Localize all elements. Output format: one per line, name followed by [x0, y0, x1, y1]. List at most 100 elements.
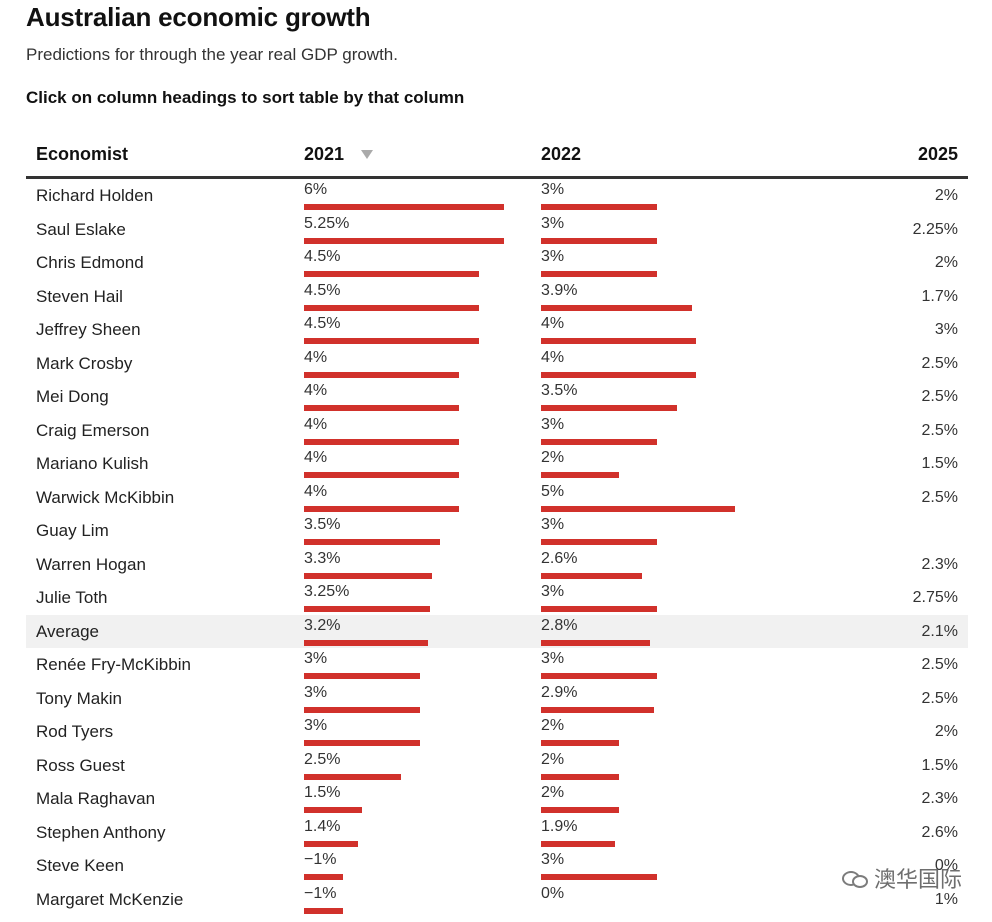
bar-2021: [304, 405, 460, 411]
column-header-2022[interactable]: 2022: [541, 144, 582, 164]
bar-2021: [304, 304, 479, 311]
economist-name: Mariano Kulish: [36, 454, 149, 473]
bar-2021: [304, 673, 421, 679]
value-label-2025: 0%: [934, 857, 958, 874]
value-label-2025: 1.5%: [921, 455, 958, 472]
value-label-2022: 0%: [541, 884, 565, 902]
value-label-2022: 3.9%: [541, 281, 578, 299]
value-label-2022: 2.9%: [541, 683, 578, 701]
bar-2021: [304, 438, 460, 445]
value-label-2021: 3.5%: [304, 516, 341, 533]
watermark-text: 澳华国际: [873, 867, 962, 892]
bar-2022: [541, 338, 697, 344]
value-label-2025: 2.6%: [921, 823, 958, 841]
value-label-2022: 3%: [541, 583, 565, 600]
value-label-2021: 1.5%: [304, 784, 341, 801]
value-label-2021: 5.25%: [304, 214, 350, 232]
value-label-2021: 3.25%: [304, 583, 350, 600]
bar-2021: [304, 907, 343, 914]
value-label-2022: 3%: [541, 248, 565, 265]
bar-2021: [304, 874, 343, 880]
table-body: Richard Holden 6% 3% 2% Saul Eslake 5.25% 3% 2.…: [26, 179, 968, 916]
value-label-2021: 4.5%: [304, 315, 341, 332]
table-row: Saul Eslake 5.25% 3% 2.25%: [26, 213, 968, 247]
table-row: Rod Tyers 3% 2% 2%: [26, 715, 968, 749]
value-label-2021: 4%: [304, 348, 328, 366]
value-label-2025: 2.3%: [921, 555, 958, 573]
economist-name: Renée Fry-McKibbin: [36, 655, 191, 674]
value-label-2021: −1%: [304, 851, 337, 868]
bar-2022: [541, 606, 658, 612]
bar-2021: [304, 773, 401, 780]
value-label-2021: 4%: [304, 415, 328, 433]
column-header-2025[interactable]: 2025: [917, 144, 958, 164]
bar-2021: [304, 371, 460, 378]
value-label-2022: 3%: [541, 516, 565, 533]
column-header-economist[interactable]: Economist: [36, 144, 129, 164]
economist-name: Margaret McKenzie: [36, 889, 184, 909]
value-label-2021: 2.5%: [304, 750, 341, 768]
value-label-2022: 2%: [541, 750, 565, 768]
value-label-2022: 2%: [541, 717, 565, 734]
value-label-2025: 2.75%: [912, 589, 958, 606]
value-label-2022: 3%: [541, 181, 565, 198]
value-label-2022: 3.5%: [541, 382, 578, 399]
bar-2021: [304, 338, 479, 344]
table-row: Margaret McKenzie −1% 0% 1%: [26, 883, 968, 917]
value-label-2025: 2%: [934, 254, 958, 271]
bar-2022: [541, 840, 615, 847]
bar-2022: [541, 807, 619, 813]
value-label-2022: 4%: [541, 315, 565, 332]
bar-2021: [304, 237, 504, 244]
value-label-2021: 4%: [304, 382, 328, 399]
triangle-down-icon[interactable]: [361, 150, 373, 159]
bar-2022: [541, 271, 658, 277]
value-label-2022: 3%: [541, 214, 565, 232]
value-label-2022: 1.9%: [541, 817, 578, 835]
bar-2022: [541, 740, 619, 746]
page-subtitle: Predictions for through the year real GD…: [26, 45, 398, 64]
economist-name: Rod Tyers: [36, 722, 114, 741]
value-label-2022: 5%: [541, 482, 565, 500]
value-label-2025: 2%: [934, 723, 958, 740]
value-label-2022: 2%: [541, 784, 565, 801]
economist-name: Mala Raghavan: [36, 789, 156, 808]
bar-2022: [541, 304, 693, 311]
value-label-2021: 3%: [304, 683, 328, 701]
economist-name: Average: [36, 621, 100, 641]
economist-name: Mei Dong: [36, 387, 109, 406]
bar-2022: [541, 874, 658, 880]
value-label-2025: 3%: [934, 321, 958, 338]
value-label-2021: 6%: [304, 181, 328, 198]
bar-2021: [304, 706, 421, 713]
bar-2022: [541, 505, 735, 512]
bar-2021: [304, 204, 504, 210]
economist-name: Tony Makin: [36, 688, 122, 708]
value-label-2021: 3%: [304, 650, 328, 667]
value-label-2025: 2%: [934, 187, 958, 204]
value-label-2025: 2.25%: [912, 220, 958, 238]
table-row: Stephen Anthony 1.4% 1.9% 2.6%: [26, 816, 968, 850]
value-label-2025: 2.5%: [921, 421, 958, 439]
economist-name: Ross Guest: [36, 755, 125, 775]
economist-name: Mark Crosby: [36, 353, 133, 373]
bar-2021: [304, 505, 460, 512]
value-label-2025: 2.1%: [921, 622, 958, 640]
table-row: Jeffrey Sheen 4.5% 4% 3%: [26, 313, 968, 347]
column-header-2021[interactable]: 2021: [304, 144, 345, 164]
bar-2021: [304, 271, 479, 277]
value-label-2025: 1.5%: [921, 756, 958, 774]
value-label-2021: 1.4%: [304, 817, 341, 835]
table-row: Craig Emerson 4% 3% 2.5%: [26, 414, 968, 448]
forecast-table: Economist 2021 2022 2025 Richard Holden 6…: [26, 136, 968, 916]
table-row: Steve Keen −1% 3% 0%: [26, 849, 968, 883]
table-row: Chris Edmond 4.5% 3% 2%: [26, 246, 968, 280]
page-title: Australian economic growth: [26, 2, 371, 32]
bar-2022: [541, 639, 650, 646]
bar-2021: [304, 539, 440, 545]
economist-name: Richard Holden: [36, 186, 154, 205]
table-row: Warren Hogan 3.3% 2.6% 2.3%: [26, 548, 968, 582]
table-row: Tony Makin 3% 2.9% 2.5%: [26, 682, 968, 716]
bar-2022: [541, 371, 697, 378]
